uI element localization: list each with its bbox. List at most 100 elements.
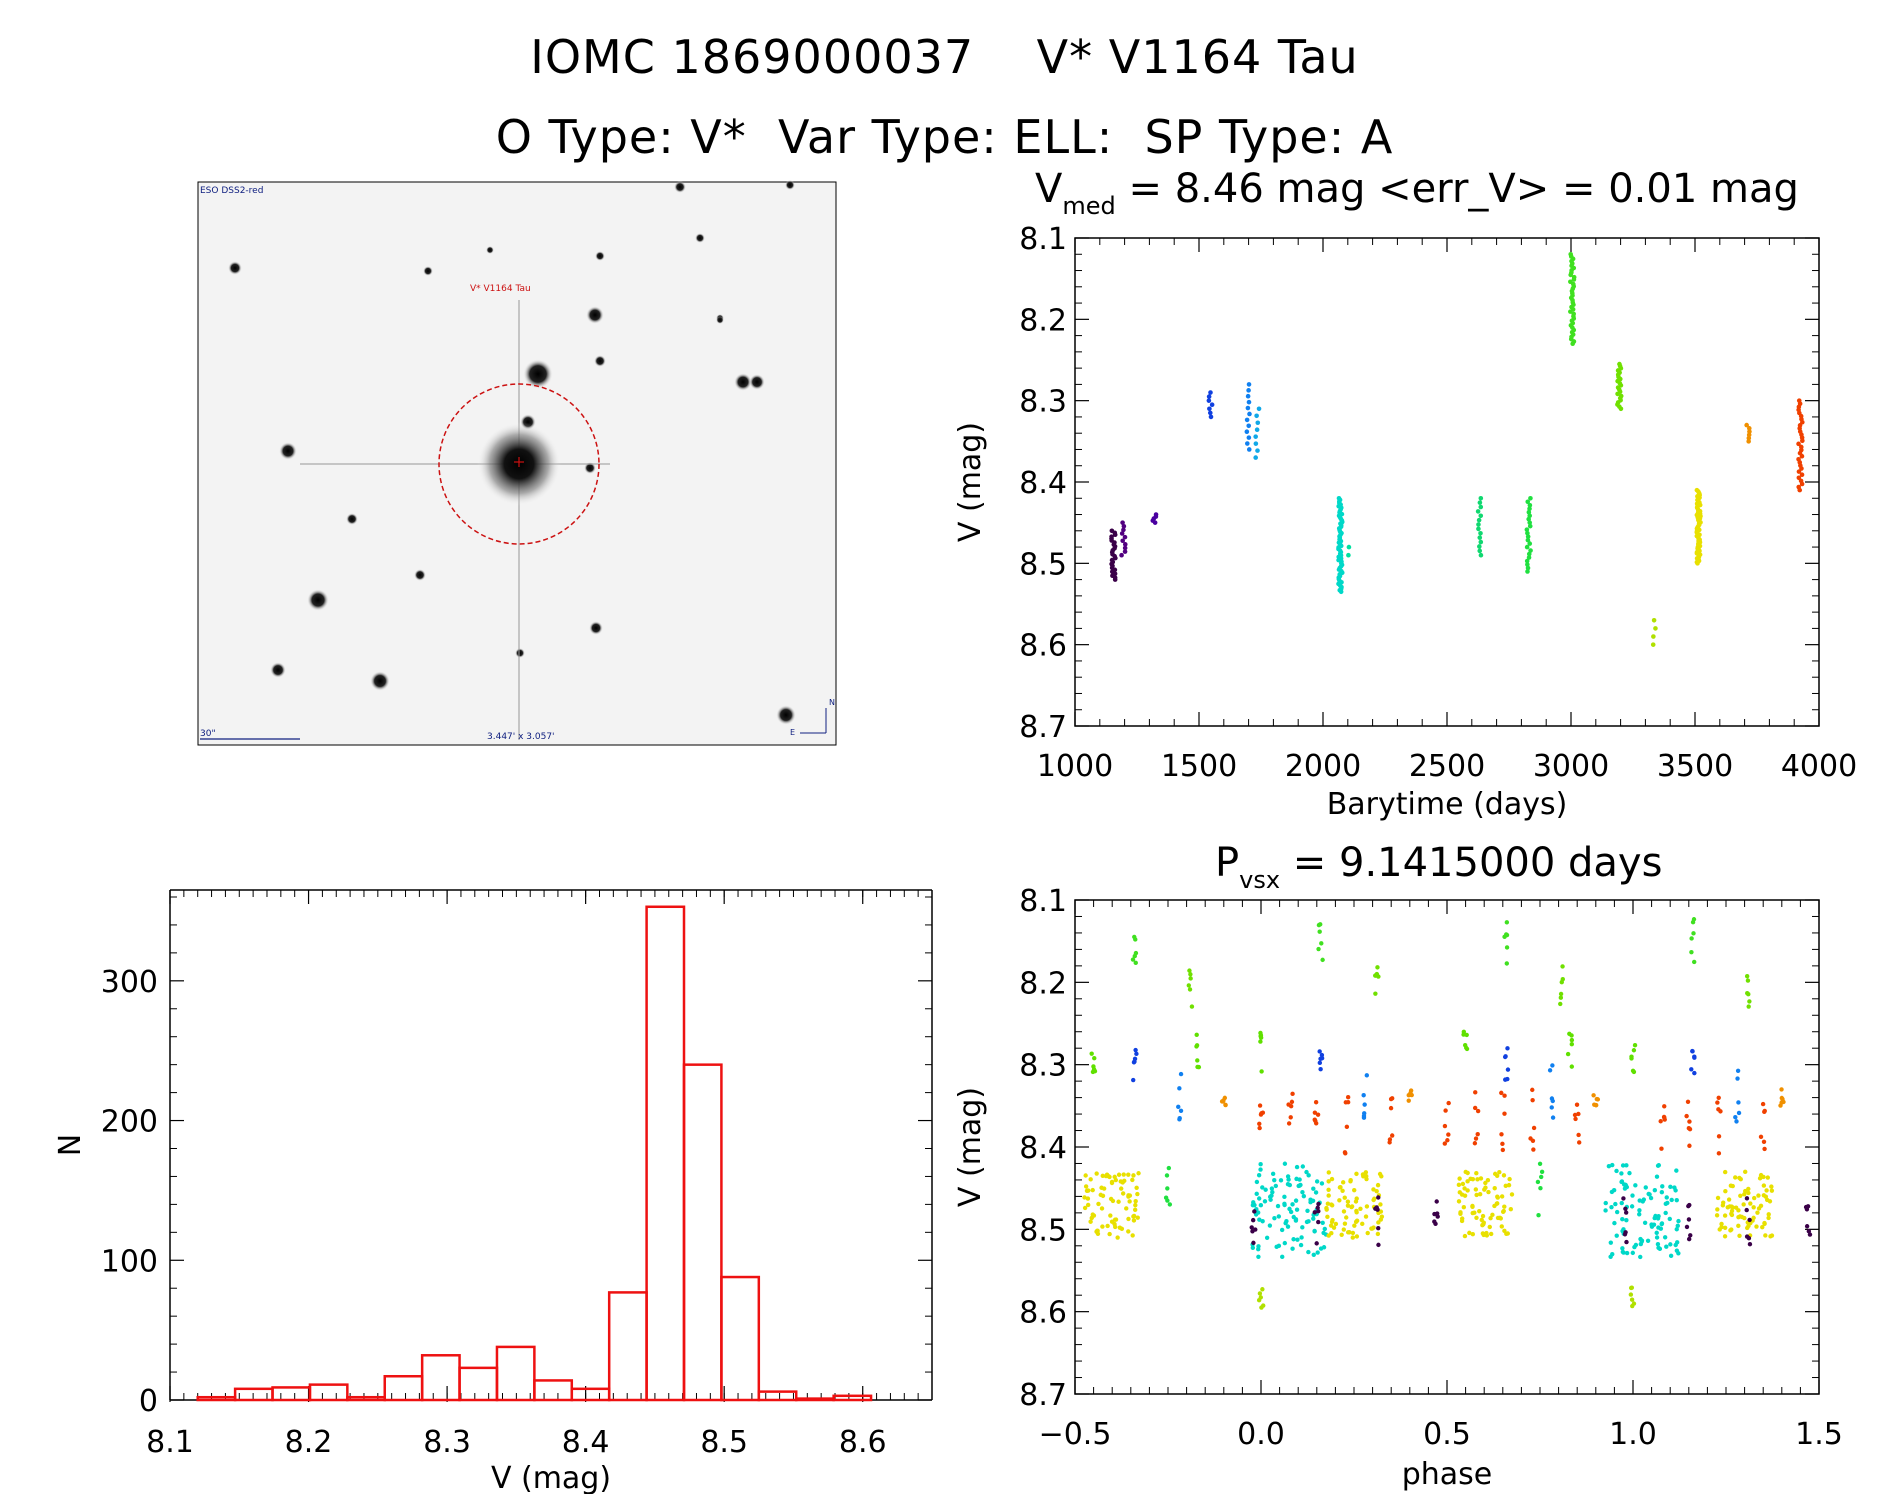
phased-point <box>1308 1200 1313 1205</box>
phased-point <box>1112 1217 1118 1222</box>
phased-point <box>1376 1225 1381 1231</box>
phased-point <box>1373 973 1378 978</box>
x-tick-label: 4000 <box>1781 749 1857 784</box>
x-tick-label: 8.6 <box>839 1425 887 1460</box>
phased-point <box>1258 1033 1263 1039</box>
phased-point <box>1187 968 1192 973</box>
phased-point <box>1344 1215 1349 1220</box>
light-curve-point <box>1525 537 1531 543</box>
phased-point <box>1284 1218 1289 1224</box>
phased-point <box>1499 1132 1504 1137</box>
phased-point <box>1250 1245 1256 1250</box>
light-curve-point <box>1253 434 1258 439</box>
phased-point <box>1090 1069 1096 1075</box>
phased-point <box>1736 1110 1742 1116</box>
phased-point <box>1360 1221 1365 1227</box>
phased-point <box>1716 1151 1722 1156</box>
phased-point <box>1320 1220 1325 1226</box>
phased-point <box>1272 1177 1277 1183</box>
phased-point <box>1502 1111 1507 1116</box>
phased-point <box>1270 1189 1275 1195</box>
phased-point <box>1252 1209 1257 1214</box>
phased-point <box>1326 1233 1331 1238</box>
light-curve-point <box>1746 439 1751 444</box>
phased-point <box>1659 1190 1665 1195</box>
phased-point <box>1290 1091 1295 1097</box>
phased-point <box>1689 1067 1694 1072</box>
phased-point <box>1537 1161 1543 1166</box>
phased-point <box>1131 1060 1137 1065</box>
phased-point <box>1223 1102 1228 1108</box>
x-tick-label: 2500 <box>1409 749 1485 784</box>
light-curve-point <box>1255 420 1261 426</box>
phased-point <box>1289 1099 1295 1105</box>
phased-point <box>1736 1208 1741 1213</box>
phased-point <box>1620 1216 1625 1222</box>
phased-point <box>1312 1229 1317 1234</box>
light-curve-point <box>1570 341 1575 347</box>
phased-point <box>1434 1199 1439 1204</box>
light-curve-point <box>1122 549 1128 554</box>
light-curve-point <box>1651 634 1656 639</box>
light-curve-point <box>1246 382 1252 387</box>
light-curve-point <box>1526 509 1532 515</box>
light-curve-point <box>1527 506 1532 512</box>
phased-point <box>1769 1184 1774 1189</box>
phased-point <box>1133 1202 1138 1208</box>
phased-point <box>1624 1163 1629 1168</box>
phased-point <box>1258 1167 1263 1172</box>
phased-point <box>1621 1196 1626 1201</box>
phased-point <box>1278 1178 1284 1183</box>
histogram-bar <box>570 1387 611 1402</box>
light-curve-point <box>1527 541 1533 546</box>
phased-point <box>1506 1182 1512 1188</box>
phased-point <box>1559 979 1564 985</box>
light-curve-point <box>1618 406 1624 412</box>
x-tick-label: 3000 <box>1533 749 1609 784</box>
light-curve-point <box>1796 469 1802 474</box>
phased-point <box>1345 1095 1351 1100</box>
phased-point <box>1272 1215 1277 1221</box>
phased-point <box>1354 1196 1359 1201</box>
x-tick-label: 8.5 <box>700 1425 748 1460</box>
phased-point <box>1376 1242 1381 1248</box>
phased-point <box>1258 1039 1263 1044</box>
phased-point <box>1254 1191 1259 1197</box>
phased-point <box>1119 1226 1125 1232</box>
phased-point <box>1264 1235 1270 1241</box>
phased-point <box>1760 1101 1766 1107</box>
phased-point <box>1614 1233 1619 1238</box>
phased-point <box>1729 1227 1734 1232</box>
phased-point <box>1130 1233 1135 1238</box>
phased-point <box>1762 1108 1767 1114</box>
phased-point <box>1746 1236 1752 1241</box>
phased-point <box>1273 1183 1279 1189</box>
light-curve-point <box>1120 538 1126 544</box>
phased-point <box>1468 1176 1473 1182</box>
phased-point <box>1362 1102 1367 1107</box>
y-tick-label: 8.7 <box>1019 710 1067 745</box>
phased-point <box>1320 957 1325 963</box>
phased-point <box>1633 1242 1639 1248</box>
phased-point <box>1118 1186 1124 1191</box>
phased-point <box>1249 1225 1254 1230</box>
phased-point <box>1737 1233 1742 1238</box>
phased-point <box>1295 1237 1300 1242</box>
phased-point <box>1132 1056 1138 1062</box>
phased-point <box>1312 1210 1317 1215</box>
histogram-bar <box>495 1345 536 1402</box>
phased-point <box>1329 1176 1335 1182</box>
light-curve-point <box>1524 527 1530 532</box>
phased-point <box>1126 1229 1131 1234</box>
phased-point <box>1569 1037 1575 1043</box>
phased-point <box>1256 1196 1262 1201</box>
phased-point <box>1189 1004 1195 1009</box>
light-curve-point <box>1253 455 1258 460</box>
phased-point <box>1620 1249 1626 1255</box>
phased-point <box>1744 1196 1750 1201</box>
phased-point <box>1082 1195 1087 1200</box>
phased-point <box>1316 1201 1321 1207</box>
phased-point <box>1487 1224 1492 1230</box>
phased-point <box>1473 1090 1478 1095</box>
phased-point <box>1473 1187 1479 1192</box>
